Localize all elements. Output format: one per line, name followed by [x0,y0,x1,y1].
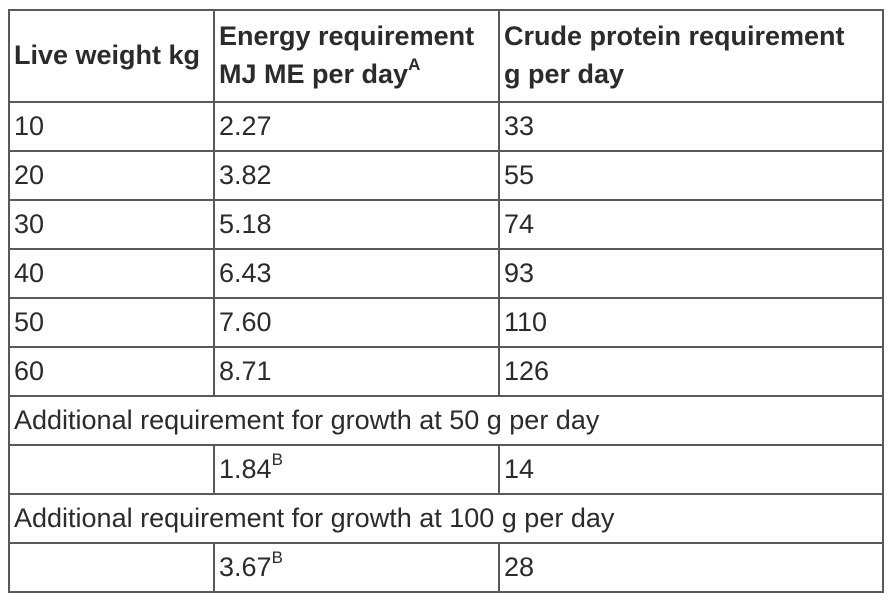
cell-protein: 126 [498,346,884,397]
header-protein-line1: Crude protein requirement [504,21,845,52]
cell-energy: 1.84B [213,444,500,495]
cell-weight-empty [8,542,215,593]
table-row: 50 7.60 110 [8,297,884,348]
header-protein-line2: g per day [504,59,625,89]
table-row: 40 6.43 93 [8,248,884,299]
cell-weight: 20 [8,150,215,201]
cell-energy: 3.67B [213,542,500,593]
cell-energy: 8.71 [213,346,500,397]
header-energy-line1: Energy requirement [219,21,475,52]
energy-footnote-marker: B [271,450,283,470]
growth-energy-value: 1.84 [219,453,272,484]
growth-energy-value: 3.67 [219,551,272,582]
cell-protein: 28 [498,542,884,593]
header-live-weight: Live weight kg [8,9,215,103]
cell-protein: 74 [498,199,884,250]
cell-protein: 93 [498,248,884,299]
cell-weight-empty [8,444,215,495]
growth-caption: Additional requirement for growth at 50 … [8,395,884,446]
table-row: 20 3.82 55 [8,150,884,201]
growth-caption-row: Additional requirement for growth at 50 … [8,395,884,446]
cell-energy: 3.82 [213,150,500,201]
header-energy-line2: MJ ME per dayA [219,56,494,94]
cell-protein: 110 [498,297,884,348]
table-row: 30 5.18 74 [8,199,884,250]
header-live-weight-label: Live weight kg [14,40,201,71]
cell-protein: 33 [498,101,884,152]
cell-energy: 7.60 [213,297,500,348]
header-protein: Crude protein requirement g per day [498,9,884,103]
growth-values-row: 1.84B 14 [8,444,884,495]
header-energy-line2-text: MJ ME per day [219,59,409,89]
energy-footnote-marker: B [271,548,283,568]
header-energy-footnote-marker: A [408,55,421,75]
growth-values-row: 3.67B 28 [8,542,884,593]
cell-energy: 5.18 [213,199,500,250]
growth-caption: Additional requirement for growth at 100… [8,493,884,544]
cell-weight: 60 [8,346,215,397]
header-energy: Energy requirement MJ ME per dayA [213,9,500,103]
cell-weight: 10 [8,101,215,152]
cell-energy: 6.43 [213,248,500,299]
nutrition-requirements-table: Live weight kg Energy requirement MJ ME … [8,9,884,593]
table-header-row: Live weight kg Energy requirement MJ ME … [8,9,884,103]
growth-caption-row: Additional requirement for growth at 100… [8,493,884,544]
cell-weight: 50 [8,297,215,348]
table-row: 10 2.27 33 [8,101,884,152]
cell-weight: 40 [8,248,215,299]
cell-protein: 55 [498,150,884,201]
cell-protein: 14 [498,444,884,495]
table-row: 60 8.71 126 [8,346,884,397]
cell-energy: 2.27 [213,101,500,152]
cell-weight: 30 [8,199,215,250]
